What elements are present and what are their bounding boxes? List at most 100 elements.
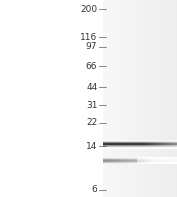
Bar <box>121 159 122 160</box>
Bar <box>131 157 132 158</box>
Bar <box>103 160 104 161</box>
Bar <box>158 141 159 142</box>
Bar <box>140 141 141 142</box>
Bar <box>110 145 112 146</box>
Bar <box>103 142 104 143</box>
Bar <box>170 148 171 149</box>
Bar <box>176 161 177 162</box>
Bar <box>119 161 121 162</box>
Bar <box>125 148 126 149</box>
Bar <box>141 140 143 141</box>
Bar <box>164 160 165 161</box>
Bar <box>116 142 118 143</box>
Bar <box>149 144 150 145</box>
Bar <box>153 148 155 149</box>
Bar <box>173 142 174 143</box>
Bar <box>134 157 135 158</box>
Bar <box>162 140 164 141</box>
Bar <box>103 141 104 142</box>
Bar <box>147 161 149 162</box>
Bar <box>161 142 162 143</box>
Bar <box>173 145 174 146</box>
Bar <box>143 158 144 159</box>
Bar <box>159 163 161 164</box>
Bar <box>150 161 152 162</box>
Bar <box>110 161 112 162</box>
Bar <box>107 143 109 144</box>
Bar <box>138 163 140 164</box>
Bar <box>109 161 110 162</box>
Bar <box>173 161 174 162</box>
Bar <box>173 158 174 159</box>
Bar <box>144 142 146 143</box>
Bar <box>109 145 110 146</box>
Bar <box>103 147 104 148</box>
Bar <box>150 163 152 164</box>
Bar <box>104 157 106 158</box>
Bar <box>150 0 151 197</box>
Bar <box>144 144 146 145</box>
Bar <box>161 147 162 148</box>
Bar <box>153 144 155 145</box>
Bar <box>138 142 140 143</box>
Bar <box>135 163 137 164</box>
Bar <box>126 142 128 143</box>
Bar <box>111 0 113 197</box>
Bar <box>138 160 140 161</box>
Bar <box>150 148 152 149</box>
Bar <box>157 0 158 197</box>
Bar <box>128 143 129 144</box>
Bar <box>116 143 118 144</box>
Bar <box>171 161 173 162</box>
Bar <box>155 147 156 148</box>
Bar <box>147 144 149 145</box>
Bar <box>122 140 124 141</box>
Bar <box>174 140 176 141</box>
Bar <box>150 160 152 161</box>
Bar <box>137 162 138 163</box>
Bar <box>161 143 162 144</box>
Bar <box>103 145 104 146</box>
Bar <box>113 158 115 159</box>
Bar <box>126 147 128 148</box>
Bar <box>164 140 165 141</box>
Bar <box>147 163 149 164</box>
Bar <box>161 0 162 197</box>
Bar <box>166 0 167 197</box>
Bar <box>113 157 115 158</box>
Bar <box>137 145 138 146</box>
Bar <box>135 161 137 162</box>
Bar <box>107 145 109 146</box>
Bar <box>106 146 107 147</box>
Bar <box>138 143 140 144</box>
Bar <box>112 159 113 160</box>
Bar <box>131 158 132 159</box>
Bar <box>103 143 104 144</box>
Bar <box>135 158 137 159</box>
Bar <box>152 140 153 141</box>
Bar <box>131 147 132 148</box>
Bar <box>149 146 150 147</box>
Bar <box>136 0 137 197</box>
Bar <box>129 0 130 197</box>
Bar <box>140 158 141 159</box>
Bar <box>119 142 121 143</box>
Bar <box>120 0 121 197</box>
Bar <box>125 142 126 143</box>
Bar <box>112 145 113 146</box>
Bar <box>147 159 149 160</box>
Bar <box>152 147 153 148</box>
Bar <box>156 147 158 148</box>
Bar <box>138 158 140 159</box>
Bar <box>104 140 106 141</box>
Bar <box>147 146 149 147</box>
Bar <box>146 162 147 163</box>
Bar <box>149 145 150 146</box>
Bar <box>162 141 164 142</box>
Bar <box>103 146 104 147</box>
Bar <box>131 160 132 161</box>
Bar <box>103 0 104 197</box>
Bar <box>134 158 135 159</box>
Bar <box>138 140 140 141</box>
Bar <box>110 141 112 142</box>
